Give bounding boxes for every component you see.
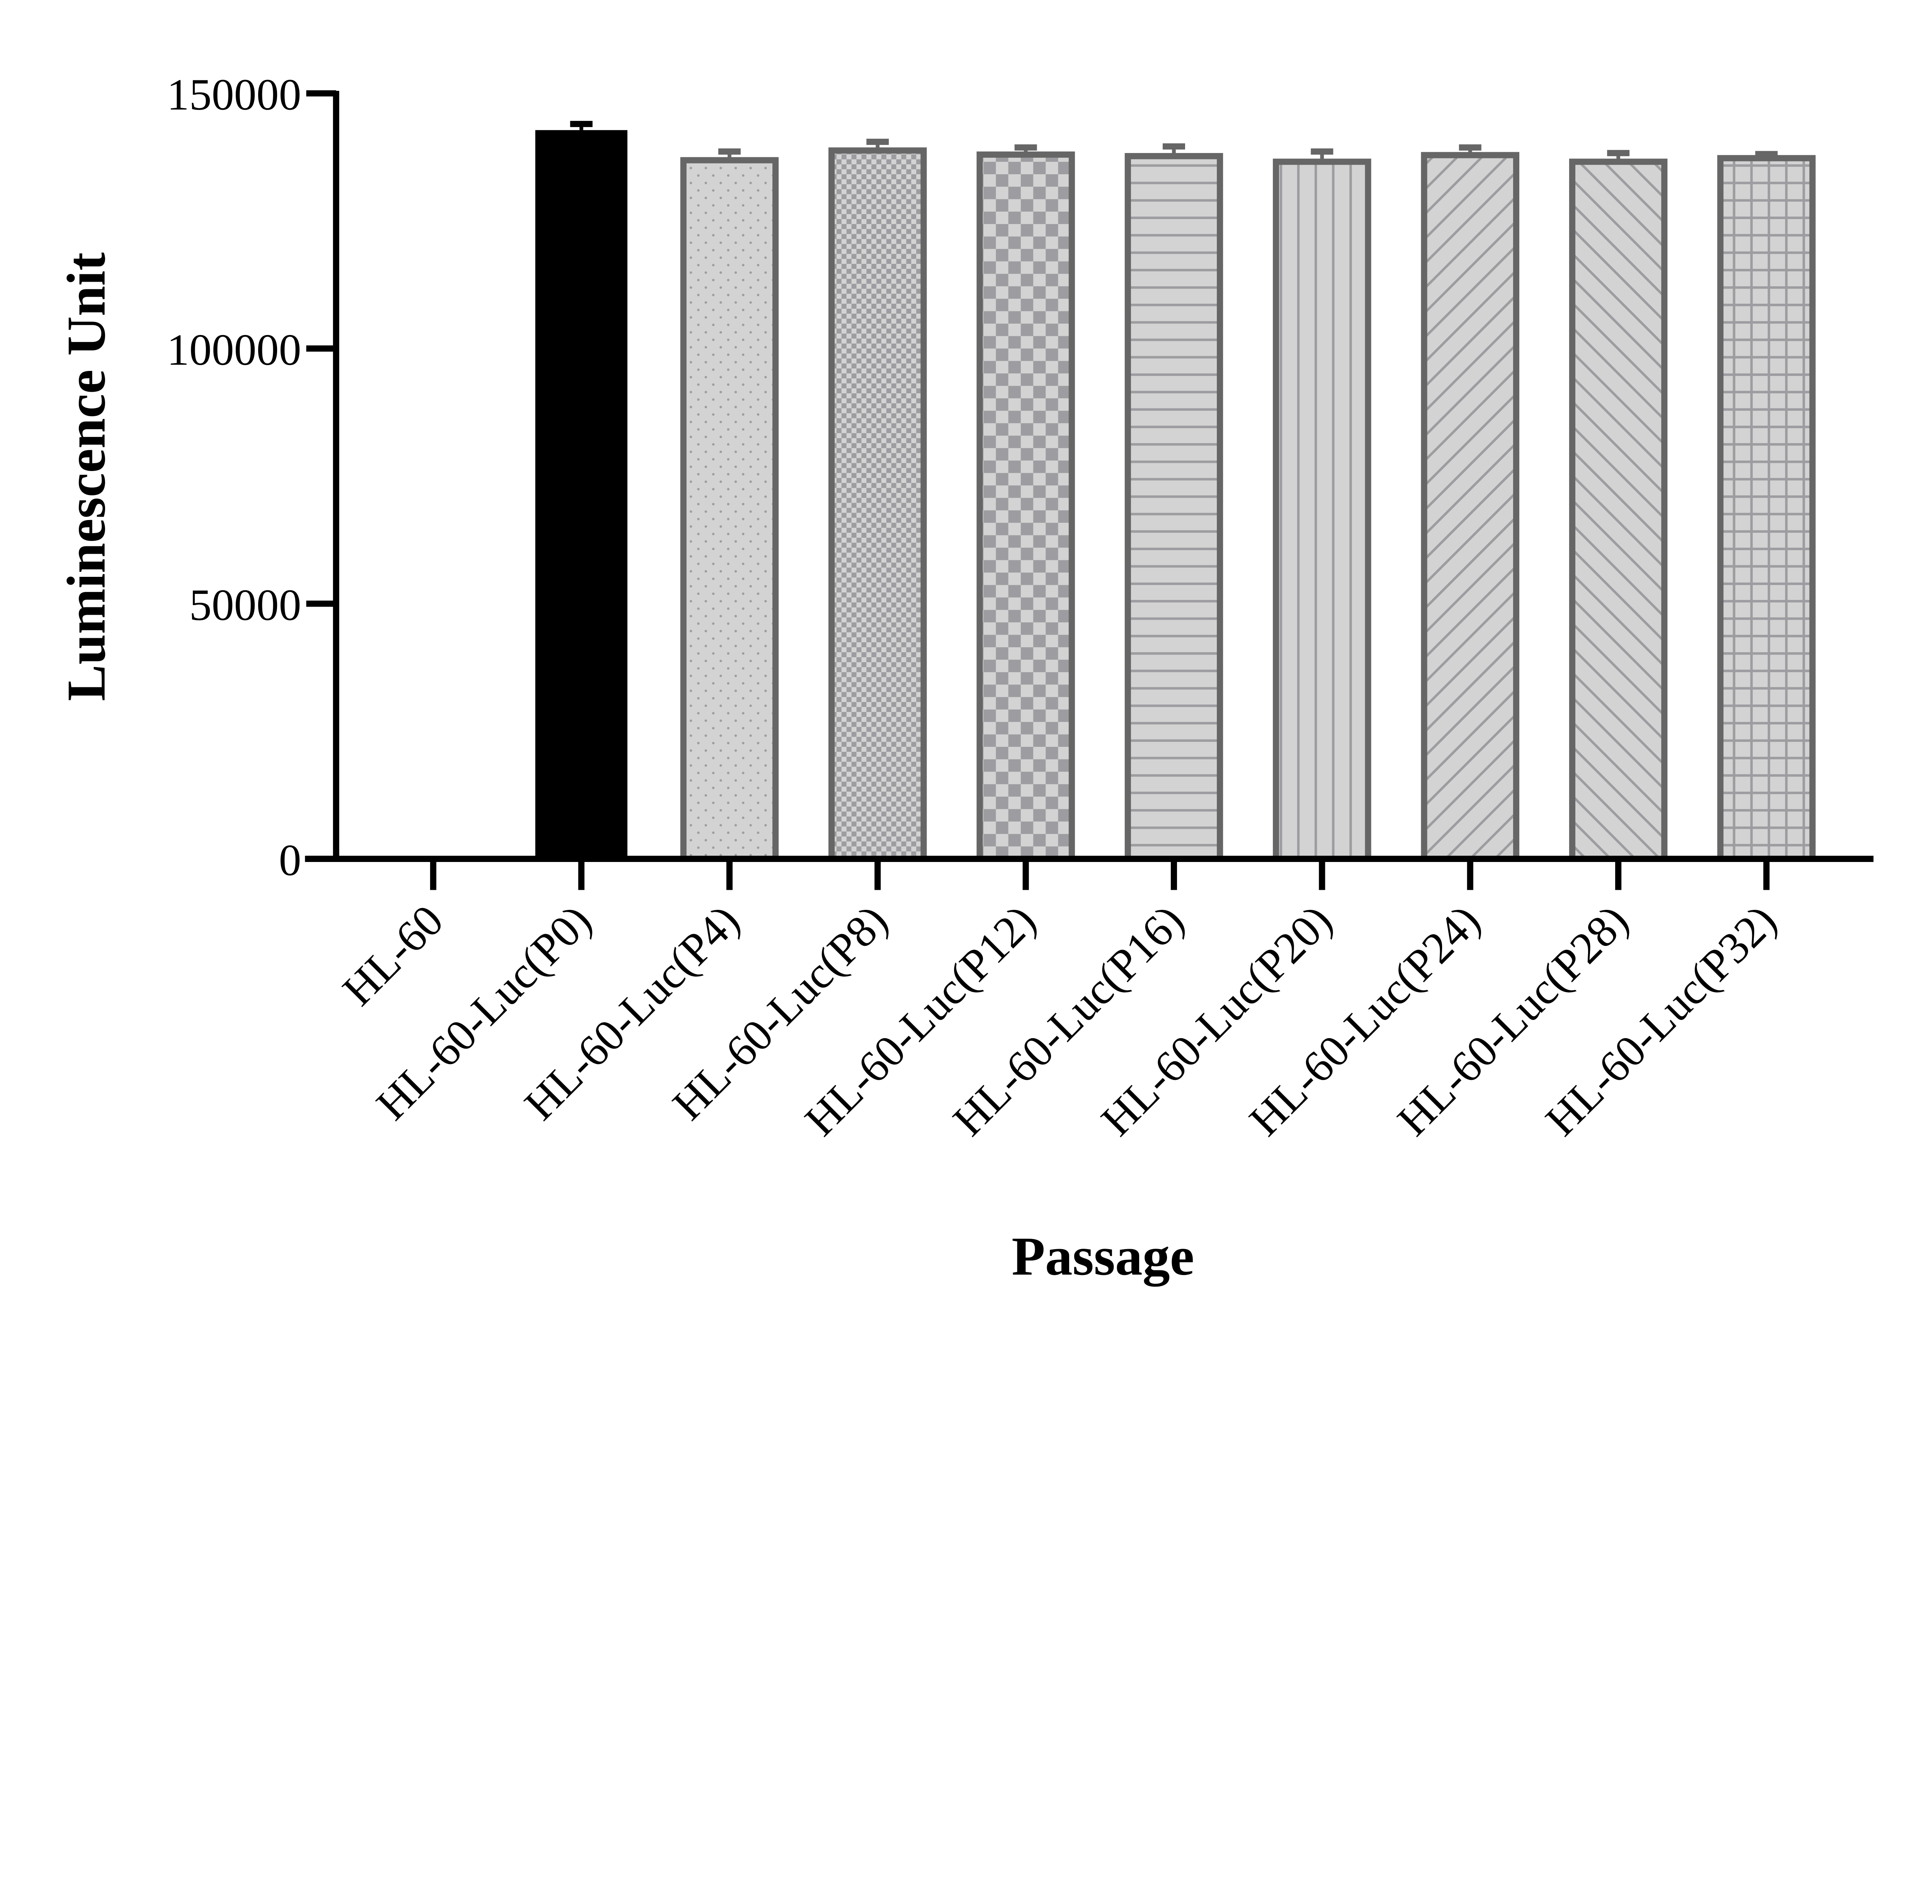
bar bbox=[828, 147, 927, 862]
bar bbox=[1717, 155, 1816, 862]
bar bbox=[1421, 152, 1520, 862]
y-tick-label: 50000 bbox=[189, 580, 301, 630]
x-axis-title: Passage bbox=[1012, 1226, 1194, 1287]
bar-chart: HL-60HL-60-Luc(P0)HL-60-Luc(P4)HL-60-Luc… bbox=[56, 70, 1874, 1287]
bar bbox=[1273, 158, 1371, 862]
bars-group bbox=[387, 121, 1816, 862]
bar bbox=[680, 157, 779, 862]
y-tick-label: 0 bbox=[279, 836, 301, 885]
y-axis-title: Luminescence Unit bbox=[56, 252, 117, 701]
bar bbox=[1569, 158, 1668, 862]
y-tick-label: 100000 bbox=[167, 325, 301, 375]
x-tick-label: HL-60 bbox=[333, 896, 453, 1015]
y-tick-label: 150000 bbox=[167, 70, 301, 120]
bar bbox=[1124, 153, 1223, 862]
bar bbox=[535, 130, 628, 859]
bar bbox=[976, 151, 1075, 862]
